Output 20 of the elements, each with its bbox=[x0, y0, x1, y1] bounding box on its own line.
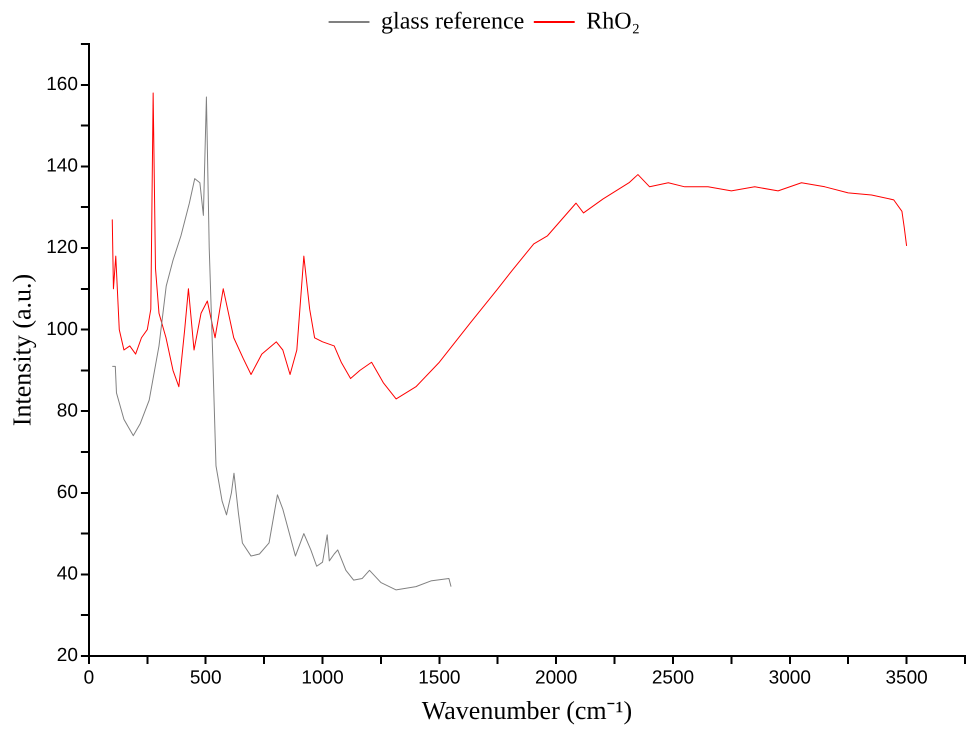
y-axis-title: Intensity (a.u.) bbox=[7, 274, 36, 426]
x-tick-label: 1500 bbox=[418, 668, 460, 689]
y-tick-label: 40 bbox=[56, 564, 78, 585]
x-tick-label: 2500 bbox=[652, 668, 694, 689]
y-tick-label: 60 bbox=[56, 482, 78, 504]
legend-label: glass reference bbox=[381, 8, 524, 34]
y-tick-label: 100 bbox=[46, 318, 78, 340]
x-tick-label: 2000 bbox=[535, 668, 578, 689]
x-tick-label: 500 bbox=[190, 668, 222, 689]
x-tick-label: 0 bbox=[84, 668, 94, 689]
x-tick-label: 1000 bbox=[301, 668, 344, 689]
y-tick-label: 80 bbox=[56, 400, 78, 422]
legend-label: RhO₂ bbox=[586, 8, 640, 34]
x-tick-label: 3500 bbox=[885, 668, 928, 689]
y-tick-label: 20 bbox=[56, 645, 78, 666]
y-tick-label: 160 bbox=[46, 74, 78, 96]
x-axis-title: Wavenumber (cm⁻¹) bbox=[422, 696, 632, 726]
y-tick-label: 120 bbox=[46, 237, 78, 258]
x-tick-label: 3000 bbox=[768, 668, 811, 689]
y-tick-label: 140 bbox=[46, 156, 78, 177]
